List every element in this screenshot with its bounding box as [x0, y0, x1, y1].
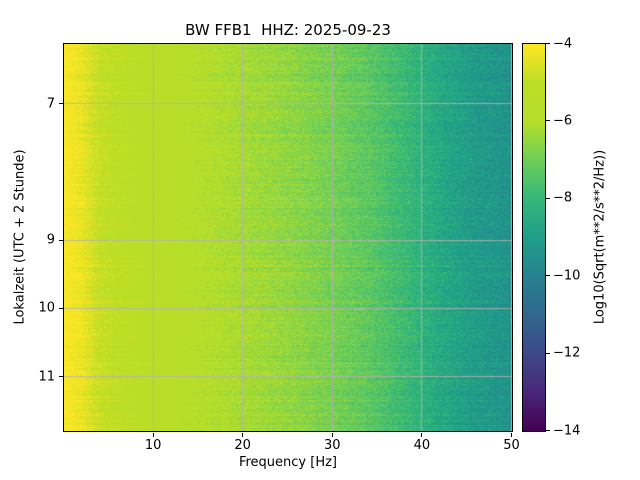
spectrogram-canvas	[64, 44, 512, 431]
x-tick-label: 50	[503, 438, 520, 453]
y-tick-label: 9	[46, 232, 55, 248]
y-tick-label: 11	[38, 369, 55, 385]
colorbar-tick-label: −12	[553, 345, 581, 361]
x-tick-mark	[331, 433, 333, 437]
colorbar-tick-label: −14	[553, 423, 581, 438]
colorbar-tick-label: −8	[553, 190, 573, 206]
x-tick-label: 10	[144, 438, 162, 453]
x-tick-mark	[511, 433, 512, 437]
colorbar-tick-mark	[546, 43, 550, 44]
colorbar-tick-mark	[546, 197, 550, 199]
y-tick-mark	[59, 307, 63, 309]
x-tick-mark	[152, 433, 154, 437]
y-tick-mark	[59, 376, 63, 378]
colorbar	[522, 43, 546, 432]
colorbar-tick-label: −6	[553, 113, 573, 129]
x-tick-label: 30	[324, 438, 341, 453]
colorbar-canvas	[523, 44, 545, 431]
colorbar-tick-label: −4	[553, 36, 573, 51]
x-tick-mark	[421, 433, 423, 437]
x-tick-label: 20	[234, 438, 251, 453]
x-tick-mark	[242, 433, 244, 437]
plot-area	[63, 43, 513, 432]
colorbar-tick-label: −10	[553, 268, 581, 284]
y-tick-label: 10	[38, 300, 55, 316]
colorbar-tick-mark	[546, 120, 550, 122]
colorbar-axis-label: Log10(Sqrt(m**2/s**2/Hz))	[592, 149, 608, 325]
colorbar-tick-mark	[546, 275, 550, 277]
x-axis-label: Frequency [Hz]	[238, 455, 338, 470]
x-tick-label: 40	[413, 438, 431, 453]
y-tick-label: 7	[46, 96, 55, 112]
colorbar-tick-mark	[546, 352, 550, 354]
y-tick-mark	[59, 103, 63, 105]
colorbar-tick-mark	[546, 430, 550, 431]
y-tick-mark	[59, 239, 63, 241]
chart-title: BW FFB1 HHZ: 2025-09-23	[185, 21, 391, 39]
